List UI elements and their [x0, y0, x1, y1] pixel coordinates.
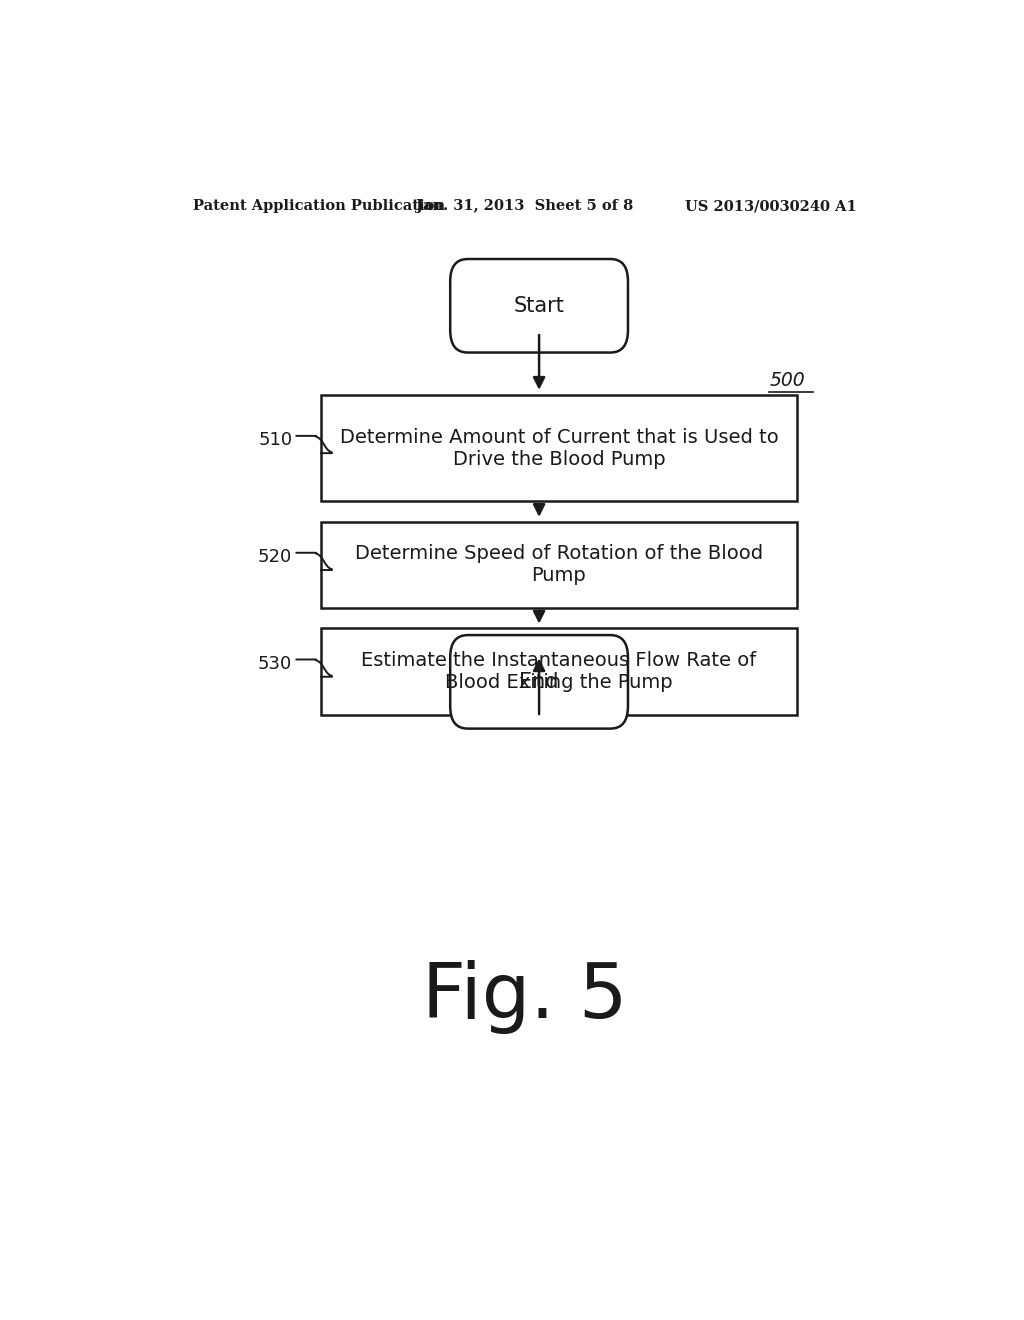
FancyBboxPatch shape: [451, 635, 628, 729]
Text: Start: Start: [514, 296, 564, 315]
Text: Jan. 31, 2013  Sheet 5 of 8: Jan. 31, 2013 Sheet 5 of 8: [416, 199, 634, 213]
Text: 520: 520: [258, 548, 292, 566]
Text: Determine Amount of Current that is Used to
Drive the Blood Pump: Determine Amount of Current that is Used…: [340, 428, 778, 469]
Text: 510: 510: [258, 430, 292, 449]
Text: Patent Application Publication: Patent Application Publication: [194, 199, 445, 213]
Text: 500: 500: [769, 371, 805, 391]
Text: End: End: [519, 672, 559, 692]
FancyBboxPatch shape: [321, 521, 797, 609]
FancyBboxPatch shape: [321, 628, 797, 715]
Text: Determine Speed of Rotation of the Blood
Pump: Determine Speed of Rotation of the Blood…: [355, 544, 763, 586]
Text: US 2013/0030240 A1: US 2013/0030240 A1: [685, 199, 856, 213]
Text: Fig. 5: Fig. 5: [422, 960, 628, 1034]
FancyBboxPatch shape: [451, 259, 628, 352]
FancyBboxPatch shape: [321, 395, 797, 502]
Text: 530: 530: [258, 655, 292, 673]
Text: Estimate the Instantaneous Flow Rate of
Blood Exiting the Pump: Estimate the Instantaneous Flow Rate of …: [361, 651, 757, 692]
